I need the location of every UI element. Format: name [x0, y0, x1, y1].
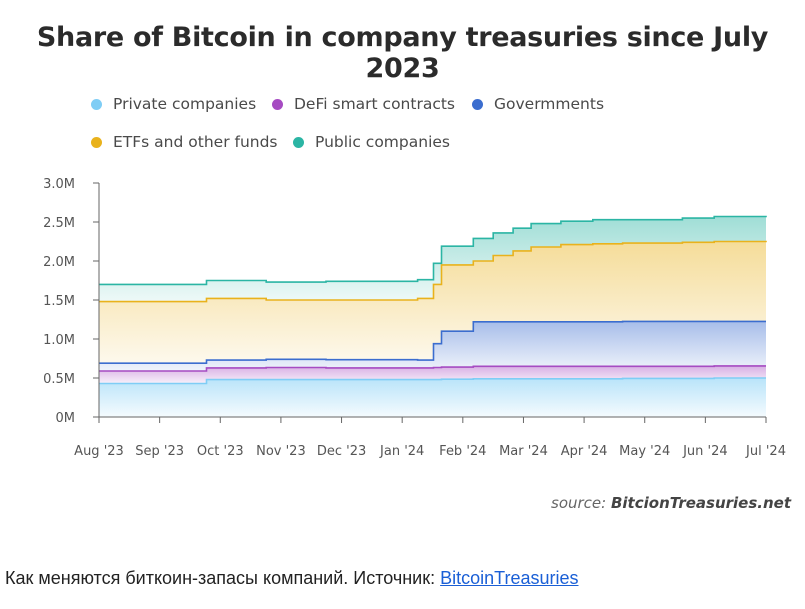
- x-tick-label: May '24: [619, 444, 670, 459]
- x-tick-label: Jun '24: [682, 444, 728, 459]
- line-private-companies: [99, 377, 766, 385]
- y-tick-label: 1.5M: [43, 294, 75, 309]
- legend-item-public-companies[interactable]: Public companies: [293, 133, 450, 151]
- source-note: source: BitcionTreasuries.net: [551, 494, 791, 512]
- source-name: BitcionTreasuries.net: [610, 494, 791, 512]
- legend-item-private-companies[interactable]: Private companies: [91, 95, 256, 113]
- caption-text: Как меняются биткоин-запасы компаний. Ис…: [5, 568, 441, 588]
- legend-dot: [293, 136, 304, 148]
- y-tick-label: 1.0M: [43, 333, 75, 348]
- y-tick-label: 2.5M: [43, 216, 75, 231]
- x-tick-label: Mar '24: [499, 444, 548, 459]
- legend-dot: [472, 98, 483, 110]
- x-tick-label: Nov '23: [256, 444, 306, 459]
- area-private-companies: [99, 378, 766, 417]
- source-prefix: source:: [551, 494, 607, 512]
- x-tick-label: Oct '23: [197, 444, 244, 459]
- area-public-companies: [99, 216, 766, 302]
- y-tick-label: 0M: [56, 411, 76, 426]
- legend-item-etfs-and-other-funds[interactable]: ETFs and other funds: [91, 133, 278, 151]
- legend-dot: [91, 98, 102, 110]
- legend-item-governments[interactable]: Govermments: [472, 95, 604, 113]
- figure-caption: Как меняются биткоин-запасы компаний. Ис…: [5, 568, 579, 589]
- line-defi-smart-contracts: [99, 365, 766, 372]
- legend-item-defi-smart-contracts[interactable]: DeFi smart contracts: [272, 95, 455, 113]
- x-tick-label: Feb '24: [439, 444, 486, 459]
- legend-label: Private companies: [113, 95, 257, 113]
- chart-title: Share of Bitcoin in company treasuries s…: [36, 22, 769, 84]
- series-areas: [99, 216, 766, 417]
- axes: 0M 0.5M 1.0M 1.5M 2.0M 2.5M 3.0M Aug '23 Sep '23…: [43, 177, 786, 459]
- x-tick-label: Jan '24: [379, 444, 424, 459]
- y-tick-label: 2.0M: [43, 255, 75, 270]
- legend-dot: [91, 136, 102, 148]
- line-public-companies: [99, 215, 767, 286]
- area-etfs-and-other-funds: [99, 241, 766, 364]
- legend-label: Public companies: [315, 133, 450, 151]
- area-govermments: [99, 321, 766, 371]
- x-tick-label: Dec '23: [317, 444, 366, 459]
- legend-label: DeFi smart contracts: [294, 95, 455, 113]
- y-tick-label: 3.0M: [43, 177, 75, 192]
- x-tick-label: Aug '23: [74, 444, 124, 459]
- line-govermments: [99, 320, 766, 365]
- line-etfs-and-other-funds: [99, 240, 767, 303]
- x-tick-label: Apr '24: [561, 444, 608, 459]
- x-tick-label: Jul '24: [745, 444, 786, 459]
- y-tick-label: 0.5M: [43, 372, 75, 387]
- source-link[interactable]: BitcoinTreasuries: [440, 568, 579, 588]
- legend-label: Govermments: [494, 95, 605, 113]
- series-lines: [99, 215, 767, 385]
- legend-dot: [272, 98, 283, 110]
- legend-label: ETFs and other funds: [113, 133, 278, 151]
- x-tick-label: Sep '23: [135, 444, 184, 459]
